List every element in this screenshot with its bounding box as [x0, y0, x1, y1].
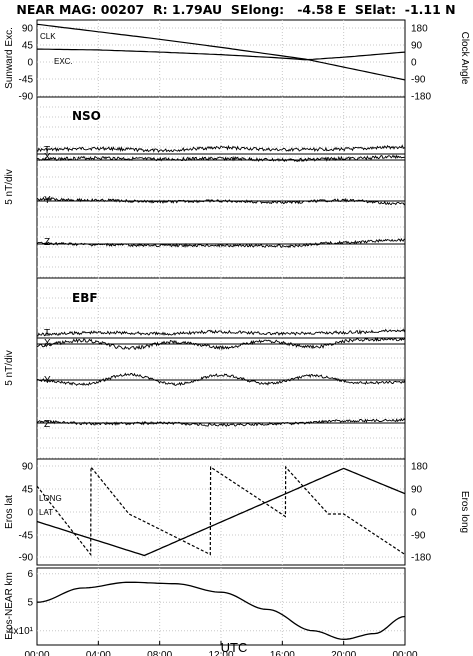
- figure-title: NEAR MAG: 00207 R: 1.79AU SElong: -4.58 …: [16, 2, 455, 17]
- ebf-x-label: X: [44, 338, 51, 349]
- x-tick-label: 00:00: [392, 650, 417, 656]
- angles-ytick-left: -45: [19, 75, 34, 86]
- x-tick-label: 20:00: [331, 650, 356, 656]
- nso-ylabel: 5 nT/div: [4, 169, 15, 205]
- angles-ytick-right: 0: [411, 58, 417, 69]
- exc-series-label: EXC.: [54, 57, 73, 66]
- distance-ytick: 6: [27, 569, 33, 580]
- long-series-label: LONG: [39, 494, 62, 503]
- distance-ytick: 4x10¹: [8, 626, 34, 637]
- nso-panel-title: NSO: [72, 109, 101, 123]
- series-lat-line: [36, 467, 406, 557]
- ebf-ylabel: 5 nT/div: [4, 350, 15, 386]
- nso-series-x: [36, 154, 406, 162]
- eros-ytick-right: 0: [411, 508, 417, 519]
- nso-series-t: [36, 144, 406, 153]
- nso-y-label: Y: [44, 195, 51, 206]
- nso-t-label: T: [44, 145, 50, 156]
- x-tick-label: 12:00: [208, 650, 233, 656]
- ebf-panel-title: EBF: [72, 291, 98, 305]
- clk-series-label: CLK: [40, 32, 56, 41]
- eros-ytick-right: -90: [411, 531, 426, 542]
- chart-marks: 90 180 45 90 0 0 -45 -90 -90 -180 90 180 45 90 0 0 -45 -9…: [8, 24, 431, 656]
- angles-ytick-right: -180: [411, 92, 431, 103]
- eros-ytick-right: -180: [411, 553, 431, 564]
- angles-ytick-right: 90: [411, 41, 423, 52]
- nso-z-label: Z: [44, 237, 50, 248]
- ebf-series-t: [36, 328, 406, 337]
- eros-ytick-left: 90: [22, 462, 34, 473]
- lat-series-label: LAT: [39, 508, 53, 517]
- angles-ylabel-right: Clock Angle: [459, 32, 470, 85]
- angles-ytick-left: 90: [22, 24, 34, 35]
- eros-ytick-left: 45: [22, 485, 34, 496]
- eros-ytick-left: -45: [19, 531, 34, 542]
- angles-ytick-right: -90: [411, 75, 426, 86]
- eros-ytick-left: 0: [27, 508, 33, 519]
- eros-ytick-left: -90: [19, 553, 34, 564]
- x-tick-label: 04:00: [86, 650, 111, 656]
- ebf-series-y: [36, 372, 406, 387]
- series-clk-line: [36, 23, 406, 81]
- distance-ytick: 5: [27, 598, 33, 609]
- angles-ylabel-left: Sunward Exc.: [4, 27, 15, 89]
- x-axis-label: UTC: [221, 640, 248, 655]
- nso-series-z: [36, 237, 406, 249]
- eros-ytick-right: 90: [411, 485, 423, 496]
- distance-ylabel: Eros-NEAR km: [4, 572, 15, 640]
- series-exc-line: [37, 48, 406, 61]
- series-long-line: [36, 465, 406, 557]
- eros-long-ylabel: Eros long: [459, 491, 470, 533]
- ebf-series-z: [37, 417, 406, 427]
- ebf-z-label: Z: [44, 419, 50, 430]
- eros-lat-ylabel: Eros lat: [4, 495, 15, 529]
- ebf-t-label: T: [44, 328, 50, 339]
- nso-series-y: [36, 196, 406, 206]
- angles-ytick-left: -90: [19, 92, 34, 103]
- angles-ytick-right: 180: [411, 24, 428, 35]
- x-tick-label: 00:00: [24, 650, 49, 656]
- angles-ytick-left: 45: [22, 41, 34, 52]
- eros-ytick-right: 180: [411, 462, 428, 473]
- angles-ytick-left: 0: [27, 58, 33, 69]
- x-tick-label: 08:00: [147, 650, 172, 656]
- series-distance-line: [36, 581, 406, 640]
- x-tick-label: 16:00: [270, 650, 295, 656]
- ebf-series-x: [36, 336, 406, 351]
- nso-x-label: X: [44, 152, 51, 163]
- ebf-y-label: Y: [44, 375, 51, 386]
